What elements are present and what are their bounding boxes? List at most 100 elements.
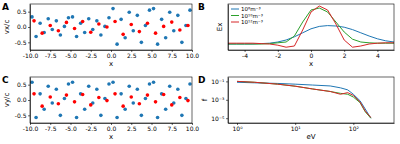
plot-area xyxy=(30,80,192,119)
point xyxy=(83,107,87,111)
panel-title: C xyxy=(2,75,9,85)
point xyxy=(188,82,192,86)
point xyxy=(107,82,111,86)
point xyxy=(154,100,158,104)
tick: 10² xyxy=(349,123,360,132)
tick: 10⁻¹ xyxy=(211,78,228,85)
tick-mark xyxy=(226,100,228,101)
tick: -0.5 xyxy=(15,39,30,46)
point xyxy=(138,30,142,34)
tick-label: 0.5 xyxy=(17,8,27,15)
point xyxy=(119,92,123,96)
plot-frame xyxy=(228,77,394,123)
tick-label: 0.0 xyxy=(107,52,117,59)
axis-line xyxy=(30,78,31,124)
point xyxy=(162,93,166,97)
point xyxy=(144,97,148,101)
tick-label: 7.5 xyxy=(167,125,177,132)
x-axis: -4-2024 xyxy=(229,50,395,59)
tick: 4 xyxy=(376,50,380,59)
tick-label: -0.5 xyxy=(15,39,27,46)
y-axis-title: Ex xyxy=(216,23,224,32)
point xyxy=(48,95,52,99)
point xyxy=(97,96,101,100)
tick-label: 0.0 xyxy=(17,23,27,30)
tick: -2 xyxy=(275,50,281,59)
tick: 10.0 xyxy=(186,50,200,59)
point xyxy=(38,92,42,96)
point xyxy=(162,25,166,29)
point-series xyxy=(32,92,190,108)
point xyxy=(89,103,93,107)
tick: 0.0 xyxy=(107,123,117,132)
panel-title: B xyxy=(198,2,205,12)
point xyxy=(32,92,36,96)
point xyxy=(55,87,59,91)
point xyxy=(75,35,79,39)
point xyxy=(67,16,71,20)
point xyxy=(156,42,160,46)
point xyxy=(188,8,192,12)
point-series xyxy=(32,19,190,36)
legend-swatch xyxy=(231,9,239,10)
panel-title: D xyxy=(198,75,205,85)
point xyxy=(73,100,77,104)
point-series xyxy=(30,80,192,119)
point xyxy=(152,80,156,84)
tick-label: 0 xyxy=(310,52,314,59)
tick: -5.0 xyxy=(65,50,77,59)
tick-label: 2 xyxy=(343,52,347,59)
tick: 0.0 xyxy=(17,96,30,103)
point xyxy=(146,22,150,26)
point xyxy=(71,15,75,19)
point xyxy=(113,20,117,24)
x-axis-title: x xyxy=(109,60,113,68)
point xyxy=(81,20,85,24)
point xyxy=(34,35,38,39)
point xyxy=(115,116,119,120)
tick-label: -2.5 xyxy=(85,125,97,132)
tick: 7.5 xyxy=(167,123,177,132)
point xyxy=(156,116,160,120)
tick-label: -7.5 xyxy=(45,125,57,132)
point xyxy=(38,22,42,26)
point xyxy=(146,93,150,97)
point xyxy=(67,82,71,86)
plot-area xyxy=(228,6,394,47)
point xyxy=(111,80,115,84)
x-axis: -10.0-7.5-5.0-2.50.02.55.07.510.0 xyxy=(23,50,200,59)
point xyxy=(164,107,168,111)
point xyxy=(40,31,44,35)
axis-line xyxy=(30,5,31,51)
point xyxy=(121,33,125,37)
tick-label: -10.0 xyxy=(23,52,39,59)
point xyxy=(42,107,46,111)
point-series xyxy=(30,7,192,46)
tick: 2.5 xyxy=(127,123,137,132)
legend-label: 10¹²m⁻³ xyxy=(241,19,263,25)
point xyxy=(59,33,63,37)
tick: 10⁻⁵ xyxy=(211,115,228,122)
tick-label: -0.5 xyxy=(15,112,27,119)
point xyxy=(55,19,59,23)
tick: 10⁻³ xyxy=(211,96,228,103)
tick: 0.5 xyxy=(17,81,30,88)
point xyxy=(87,84,91,88)
tick-mark xyxy=(28,42,30,43)
point xyxy=(152,7,156,11)
tick: 0.5 xyxy=(17,8,30,15)
tick-label: 10⁻¹ xyxy=(211,78,225,85)
line xyxy=(237,81,371,117)
point xyxy=(111,7,115,11)
tick: 2 xyxy=(343,50,347,59)
tick: -7.5 xyxy=(45,123,57,132)
point xyxy=(129,23,133,27)
point xyxy=(186,24,190,28)
point xyxy=(170,103,174,107)
point xyxy=(81,93,85,97)
point xyxy=(164,36,168,40)
y-axis: -0.5 0.0 0.5 xyxy=(15,5,31,51)
x-axis-title: x xyxy=(309,60,313,68)
point xyxy=(46,84,50,88)
tick-mark xyxy=(28,12,30,13)
